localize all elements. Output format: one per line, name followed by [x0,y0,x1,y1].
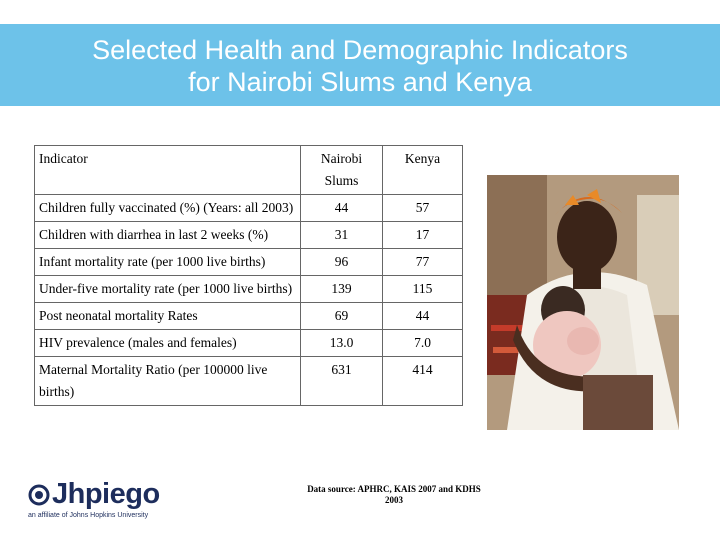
jhpiego-logo: Jhpiego an affiliate of Johns Hopkins Un… [28,478,178,524]
nairobi-value-cell: 44 [300,194,383,222]
kenya-value-cell: 414 [382,356,463,406]
indicator-cell: Post neonatal mortality Rates [34,302,301,330]
indicators-table: Indicator Nairobi Slums Kenya Children f… [34,145,463,406]
kenya-value-cell: 77 [382,248,463,276]
data-source-line-1: Data source: APHRC, KAIS 2007 and KDHS [307,484,481,494]
column-header-indicator: Indicator [34,145,301,195]
indicator-cell: Children with diarrhea in last 2 weeks (… [34,221,301,249]
data-source-line-2: 2003 [385,495,403,505]
logo-wordmark: Jhpiego [52,478,160,510]
kenya-value-cell: 17 [382,221,463,249]
table-row: Children fully vaccinated (%) (Years: al… [34,194,463,222]
nairobi-value-cell: 31 [300,221,383,249]
table-row: Under-five mortality rate (per 1000 live… [34,275,463,303]
indicator-cell: HIV prevalence (males and females) [34,329,301,357]
indicator-cell: Infant mortality rate (per 1000 live bir… [34,248,301,276]
nairobi-value-cell: 631 [300,356,383,406]
table-row: Post neonatal mortality Rates 69 44 [34,302,463,330]
logo-tagline: an affiliate of Johns Hopkins University [28,512,149,519]
nairobi-value-cell: 139 [300,275,383,303]
nairobi-value-cell: 96 [300,248,383,276]
column-header-nairobi: Nairobi Slums [300,145,383,195]
kenya-value-cell: 115 [382,275,463,303]
table-row: Maternal Mortality Ratio (per 100000 liv… [34,356,463,406]
table-row: Children with diarrhea in last 2 weeks (… [34,221,463,249]
table-row: Infant mortality rate (per 1000 live bir… [34,248,463,276]
data-source-note: Data source: APHRC, KAIS 2007 and KDHS 2… [288,484,500,506]
slide-title-line-1: Selected Health and Demographic Indicato… [92,35,628,65]
slide-title-line-2: for Nairobi Slums and Kenya [188,67,532,97]
indicator-cell: Maternal Mortality Ratio (per 100000 liv… [34,356,301,406]
kenya-value-cell: 44 [382,302,463,330]
slide-title: Selected Health and Demographic Indicato… [0,34,720,98]
kenya-value-cell: 7.0 [382,329,463,357]
nairobi-value-cell: 13.0 [300,329,383,357]
table-header-row: Indicator Nairobi Slums Kenya [34,145,463,195]
indicator-cell: Children fully vaccinated (%) (Years: al… [34,194,301,222]
kenya-value-cell: 57 [382,194,463,222]
indicator-cell: Under-five mortality rate (per 1000 live… [34,275,301,303]
nairobi-value-cell: 69 [300,302,383,330]
table-row: HIV prevalence (males and females) 13.0 … [34,329,463,357]
title-bar: Selected Health and Demographic Indicato… [0,24,720,106]
column-header-kenya: Kenya [382,145,463,195]
mother-and-baby-photo [487,175,679,430]
jhpiego-emblem-icon [28,484,50,506]
